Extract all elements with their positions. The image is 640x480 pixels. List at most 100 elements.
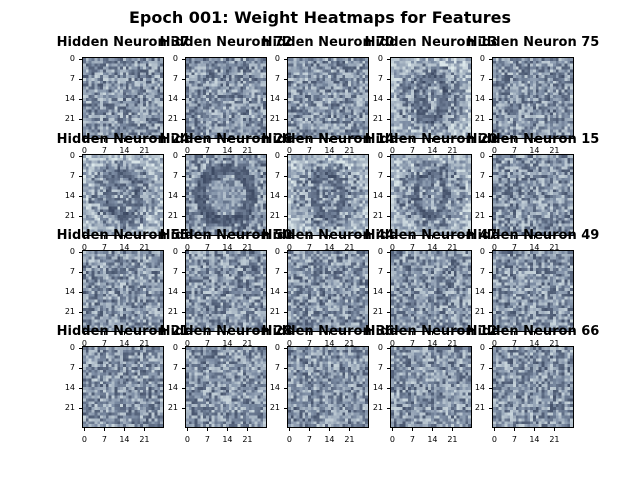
y-tick-mark [387,312,391,314]
x-tick-mark [432,331,434,335]
y-tick-mark [79,119,83,121]
y-tick-label: 21 [167,211,178,221]
x-tick-mark [514,138,516,142]
x-tick-mark [144,235,146,239]
y-tick-label: 21 [372,211,383,221]
heatmap-image [82,346,164,428]
x-tick-mark [349,331,351,335]
y-tick-label: 7 [274,171,280,181]
heatmap-cells [493,155,573,235]
heatmap-cells [186,347,266,427]
x-tick-label: 0 [286,243,292,252]
y-tick-mark [387,216,391,218]
y-tick-mark [284,196,288,198]
x-tick-label: 21 [447,339,458,348]
heatmap-cells [391,58,471,138]
y-tick-label: 21 [474,307,485,317]
y-tick-mark [182,59,186,61]
panel-title: Hidden Neuron 12 [364,324,498,339]
y-tick-mark [387,79,391,81]
heatmap-panel: Hidden Neuron 49 0 7 14 21 0 7 14 21 [467,228,600,348]
x-tick-mark [104,138,106,142]
panel-title: Hidden Neuron 15 [466,132,600,147]
x-tick-label: 21 [139,146,150,155]
heatmap-image [287,346,369,428]
x-tick-mark [452,427,454,431]
y-tick-mark [387,119,391,121]
x-tick-label: 14 [427,339,438,348]
x-tick-label: 7 [101,243,107,252]
y-tick-mark [489,59,493,61]
y-tick-label: 14 [269,383,280,393]
x-tick-label: 14 [119,435,130,444]
x-tick-label: 7 [204,435,210,444]
x-tick-label: 21 [139,243,150,252]
x-tick-mark [124,235,126,239]
heatmap-image [287,250,369,332]
y-tick-mark [387,272,391,274]
heatmap-panel: Hidden Neuron 47 0 7 14 21 0 7 14 21 [365,228,498,348]
y-tick-mark [182,79,186,81]
x-tick-label: 0 [389,339,395,348]
y-tick-label: 21 [64,114,75,124]
y-tick-label: 0 [377,343,383,353]
y-tick-mark [182,368,186,370]
x-tick-label: 21 [242,243,253,252]
y-tick-mark [489,292,493,294]
y-tick-mark [284,348,288,350]
y-tick-mark [182,156,186,158]
y-tick-label: 21 [372,114,383,124]
heatmap-panel: Hidden Neuron 70 0 7 14 21 0 7 14 21 [262,35,395,155]
panel-title: Hidden Neuron 66 [466,324,600,339]
x-tick-mark [534,138,536,142]
y-tick-mark [489,119,493,121]
x-tick-mark [84,427,86,431]
x-tick-mark [554,331,556,335]
y-tick-label: 14 [64,94,75,104]
x-tick-mark [329,331,331,335]
y-tick-label: 7 [172,267,178,277]
y-tick-mark [284,312,288,314]
x-tick-label: 0 [389,435,395,444]
panel-title: Hidden Neuron 72 [159,35,293,50]
x-tick-label: 14 [222,146,233,155]
x-tick-label: 21 [447,243,458,252]
x-tick-label: 7 [306,435,312,444]
x-tick-label: 21 [344,435,355,444]
panel-title: Hidden Neuron 21 [56,324,190,339]
y-tick-mark [284,99,288,101]
y-tick-label: 0 [172,151,178,161]
heatmap-image [492,154,574,236]
x-tick-mark [452,235,454,239]
x-tick-mark [289,138,291,142]
y-tick-mark [387,292,391,294]
y-tick-mark [182,216,186,218]
y-tick-label: 0 [479,54,485,64]
y-tick-label: 14 [372,191,383,201]
heatmap-panel: Hidden Neuron 13 0 7 14 21 0 7 14 21 [365,35,498,155]
heatmap-panel: Hidden Neuron 24 0 7 14 21 0 7 14 21 [57,132,190,252]
x-tick-mark [349,138,351,142]
x-tick-label: 21 [242,339,253,348]
y-tick-mark [489,79,493,81]
x-tick-mark [144,138,146,142]
y-tick-label: 14 [474,383,485,393]
y-tick-label: 7 [479,171,485,181]
y-tick-label: 0 [377,54,383,64]
y-tick-mark [182,348,186,350]
y-tick-label: 7 [172,74,178,84]
x-tick-label: 0 [184,243,190,252]
y-tick-label: 14 [372,383,383,393]
heatmap-image [185,154,267,236]
x-tick-label: 0 [81,435,87,444]
heatmap-cells [391,155,471,235]
y-tick-label: 14 [474,191,485,201]
panel-title: Hidden Neuron 47 [364,228,498,243]
y-tick-mark [489,368,493,370]
x-tick-label: 0 [81,146,87,155]
y-tick-label: 0 [172,247,178,257]
y-tick-label: 0 [69,343,75,353]
y-tick-label: 21 [269,403,280,413]
heatmap-cells [83,155,163,235]
y-tick-label: 0 [172,343,178,353]
